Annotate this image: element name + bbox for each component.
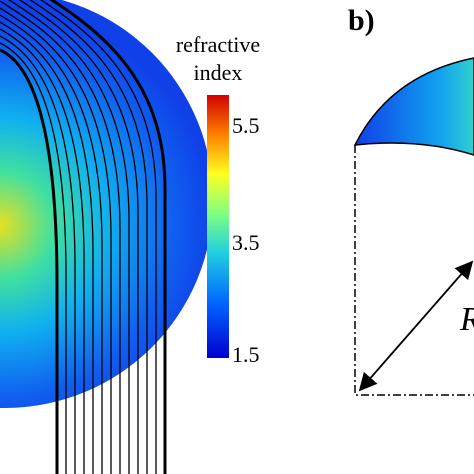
ray: [40, 0, 157, 474]
colorbar-title: refractive: [176, 32, 260, 57]
ray: [0, 14, 103, 474]
colorbar-tick: 5.5: [232, 113, 260, 138]
lens: [0, 0, 213, 408]
panel-label: b): [348, 4, 375, 37]
ray: [0, 28, 85, 474]
ray: [29, 0, 148, 474]
colorbar-title: index: [194, 60, 243, 85]
colorbar: [207, 95, 229, 358]
radius-arrow: [358, 260, 474, 392]
ray: [0, 21, 94, 474]
ray: [18, 0, 139, 474]
outline: [354, 145, 474, 396]
ray: [8, 0, 130, 474]
colorbar-tick: 1.5: [232, 342, 260, 367]
ray: [0, 7, 112, 474]
colorbar-tick: 3.5: [232, 230, 260, 255]
radius-label: R: [459, 301, 474, 338]
ray: [0, 42, 67, 474]
ray-paths: [0, 0, 167, 474]
ray: [0, 35, 76, 474]
ray: [0, 48, 59, 474]
ray: [49, 0, 167, 474]
lens-cap: [353, 57, 474, 156]
ray: [0, 0, 121, 474]
